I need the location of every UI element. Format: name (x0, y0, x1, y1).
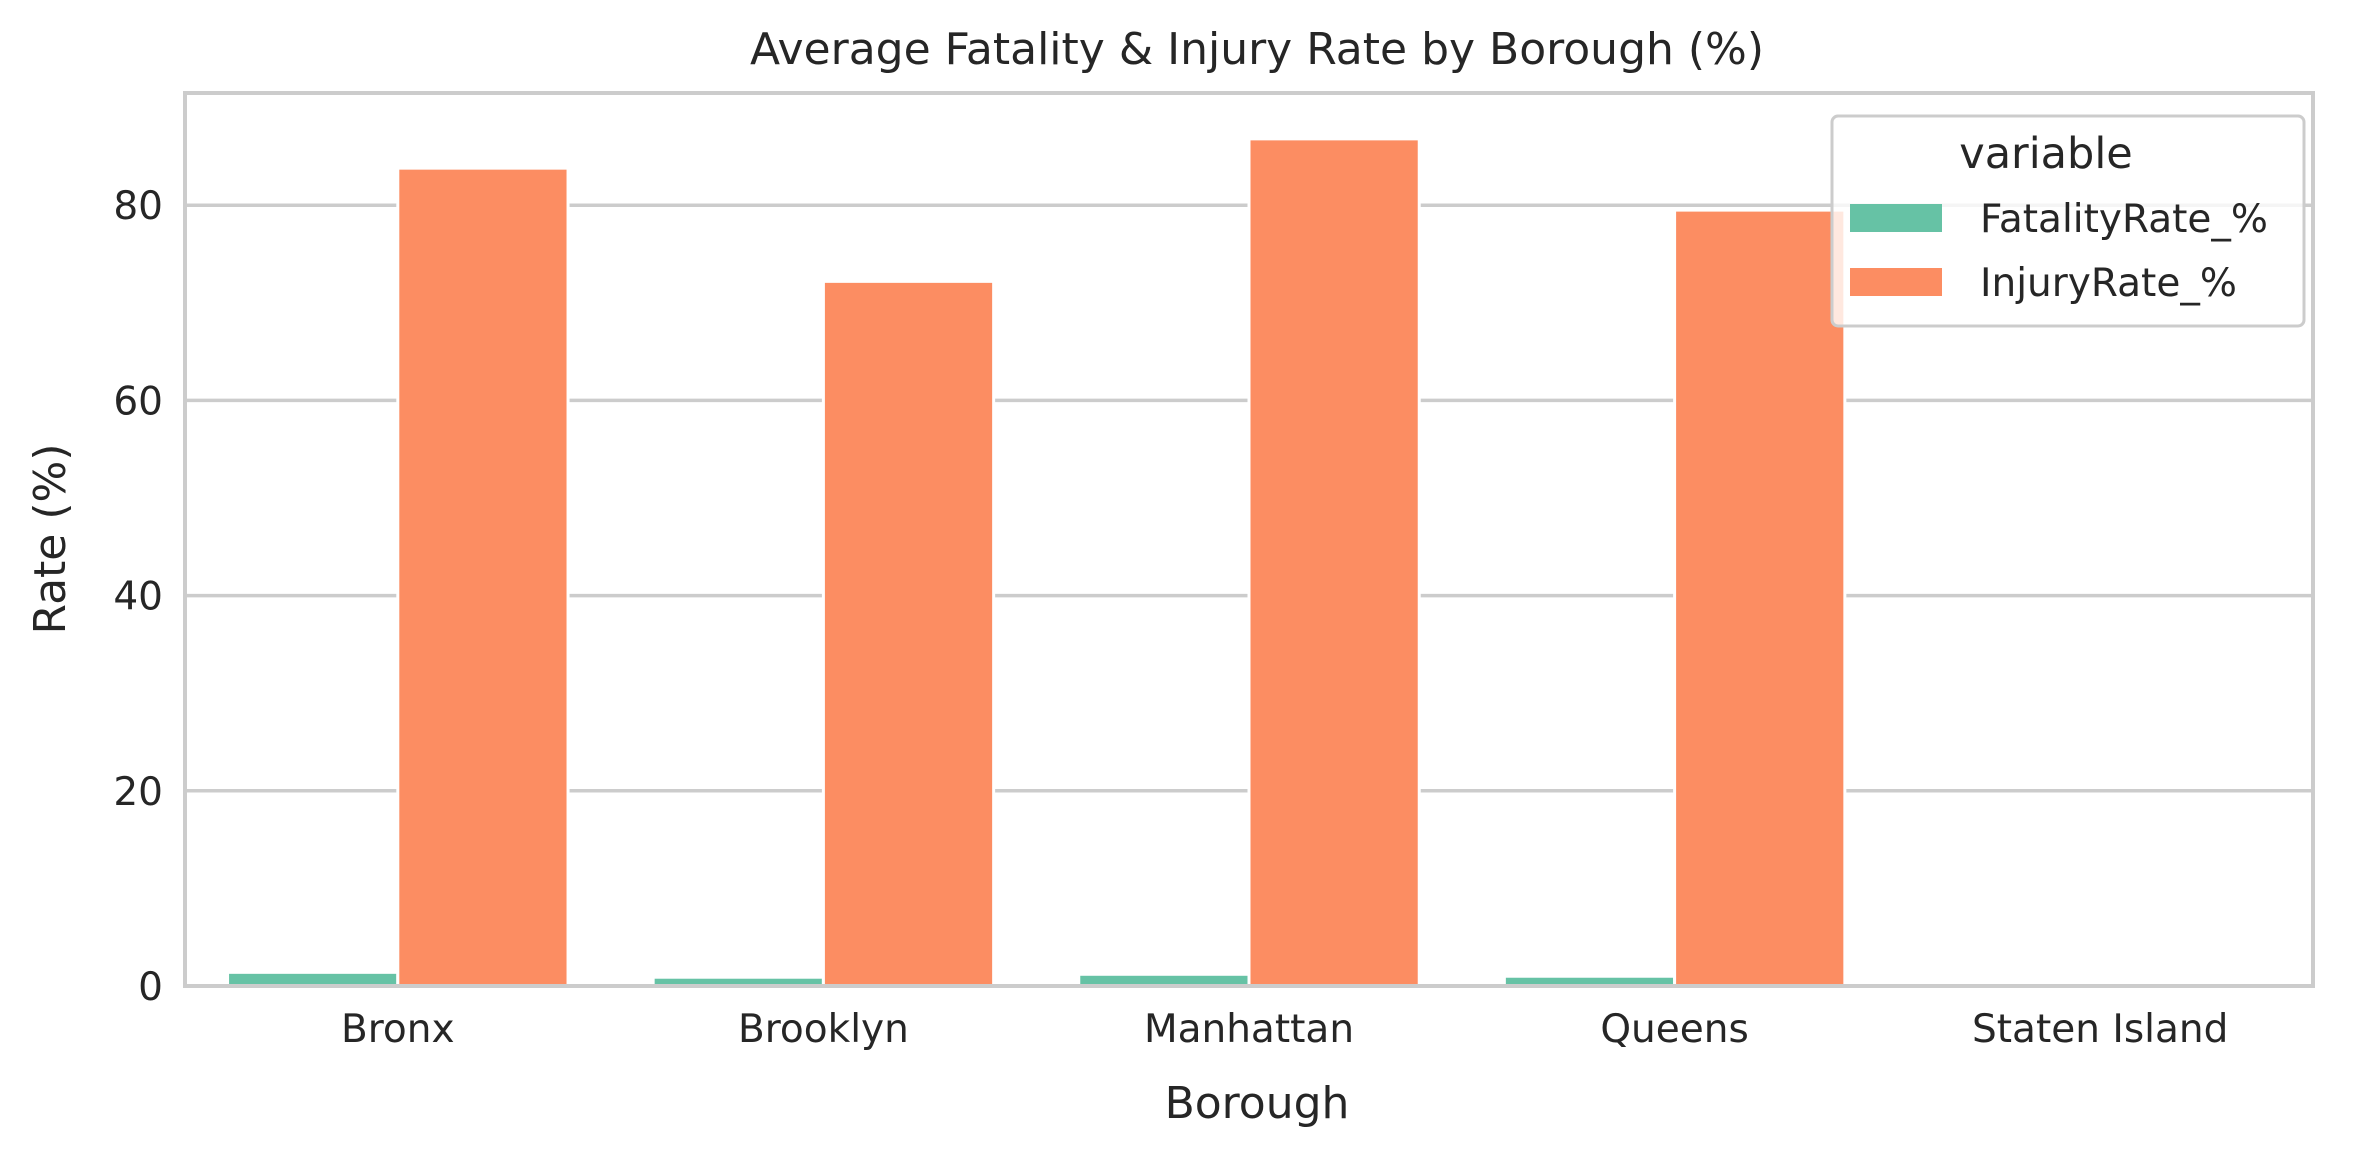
x-tick-label: Brooklyn (738, 1007, 909, 1052)
bar-injuryrate-brooklyn (821, 279, 996, 988)
legend-swatch-fatality (1850, 204, 1942, 232)
x-tick-labels: Bronx Brooklyn Manhattan Queens Staten Islan… (341, 1007, 2228, 1052)
x-axis-label: Borough (1165, 1078, 1350, 1129)
x-tick-label: Bronx (341, 1007, 455, 1052)
bar-fatalityrate-bronx (226, 970, 400, 988)
bar-injuryrate-manhattan (1247, 137, 1421, 988)
y-tick-label: 60 (113, 379, 163, 424)
y-tick-labels: 0 20 40 60 80 (113, 184, 163, 1010)
legend-label-fatality: FatalityRate_% (1980, 197, 2268, 242)
y-tick-label: 40 (113, 575, 163, 620)
bar-injuryrate-bronx (396, 166, 570, 988)
legend-swatch-injury (1850, 268, 1942, 296)
y-tick-label: 80 (113, 184, 163, 229)
legend-title: variable (1959, 129, 2132, 179)
y-tick-label: 20 (113, 770, 163, 815)
x-tick-label: Queens (1600, 1007, 1748, 1052)
legend-label-injury: InjuryRate_% (1980, 261, 2237, 306)
bar-injuryrate-queens (1673, 208, 1847, 988)
legend-box (1830, 114, 2306, 328)
chart-title: Average Fatality & Injury Rate by Boroug… (750, 24, 1764, 75)
x-tick-label: Staten Island (1972, 1007, 2228, 1052)
y-axis-label: Rate (%) (25, 443, 76, 634)
x-tick-label: Manhattan (1144, 1007, 1354, 1052)
y-tick-label: 0 (138, 965, 163, 1010)
legend: variable FatalityRate_% InjuryRate_% (1830, 114, 2306, 328)
axes-frame (183, 91, 2315, 988)
bars (226, 137, 1847, 988)
